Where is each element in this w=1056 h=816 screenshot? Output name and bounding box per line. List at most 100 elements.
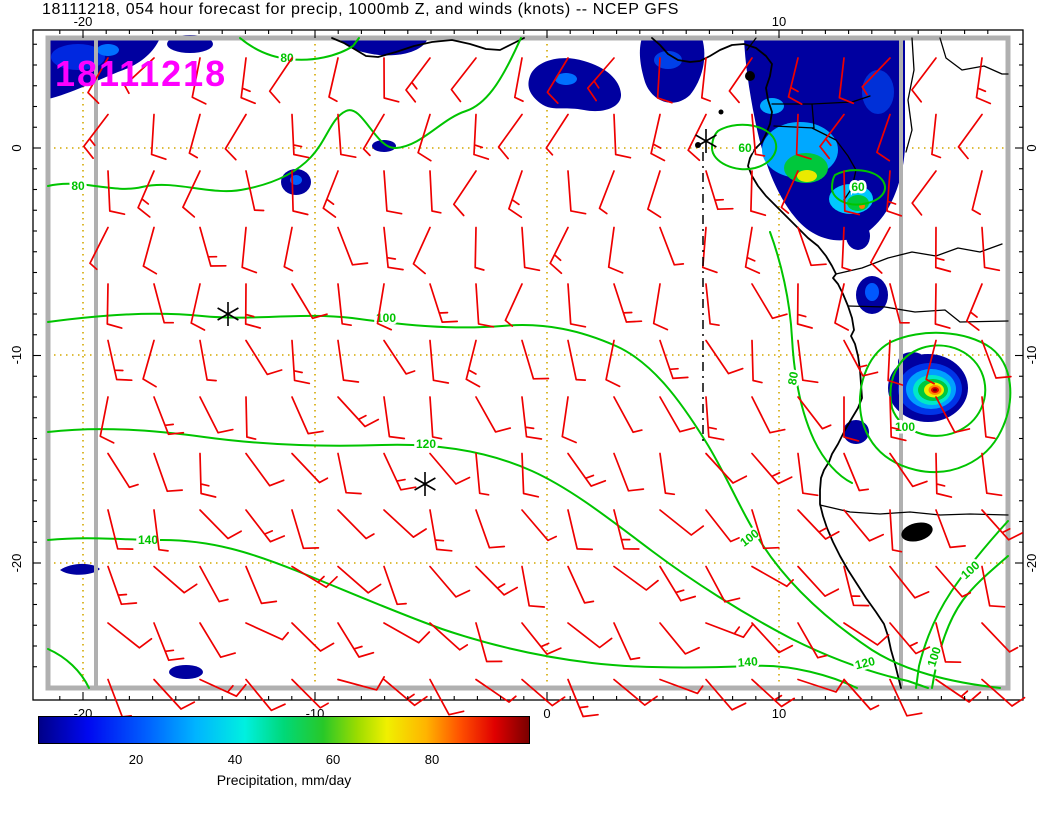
wind-barb <box>751 339 763 384</box>
precip-cell <box>51 44 105 70</box>
coastlines-and-borders <box>331 37 1009 689</box>
wind-barb <box>819 113 845 160</box>
annotation-markers <box>217 129 717 496</box>
wind-barb <box>268 57 293 104</box>
wind-barb <box>751 452 793 485</box>
wind-barb <box>613 678 658 706</box>
precip-cell <box>97 44 119 56</box>
wind-barb <box>931 113 942 159</box>
wind-barb <box>475 509 506 549</box>
wind-barb <box>843 565 870 607</box>
wind-barb <box>567 678 599 718</box>
wind-barb <box>705 678 747 711</box>
wind-barb <box>245 622 289 641</box>
wind-barb <box>750 170 767 217</box>
wind-barb <box>190 283 206 331</box>
wind-barb <box>123 57 155 95</box>
wind-barb <box>567 283 587 328</box>
wind-barb <box>199 678 247 698</box>
wind-barb <box>337 283 352 327</box>
wind-barb <box>337 622 375 658</box>
wind-barb <box>337 113 357 159</box>
wind-barb <box>981 339 1012 379</box>
wind-barb <box>429 283 459 323</box>
wind-barb <box>659 396 696 433</box>
wind-barb <box>751 565 794 588</box>
contour-label: 120 <box>416 437 436 451</box>
wind-barb <box>797 452 819 497</box>
wind-barb <box>797 565 840 597</box>
wind-barb <box>465 339 481 388</box>
contour-80 <box>239 37 360 61</box>
colorbar-tick-label: 80 <box>424 752 440 767</box>
wind-barb <box>567 339 587 381</box>
wind-barb <box>549 226 569 275</box>
wind-barb <box>911 57 937 103</box>
wind-barb <box>513 57 524 103</box>
wind-barb <box>981 396 996 440</box>
wind-barb <box>153 509 169 552</box>
wind-barb <box>475 565 519 596</box>
wind-barb <box>245 678 286 712</box>
wind-barb <box>797 678 846 693</box>
precip-cell <box>169 665 203 679</box>
coastline-central-southern-africa <box>651 37 902 689</box>
wind-barb <box>383 57 400 103</box>
wind-barb <box>429 678 465 716</box>
wind-barb <box>224 113 247 161</box>
wind-barb <box>841 226 852 272</box>
wind-barb <box>886 170 903 217</box>
wind-barb <box>876 113 891 162</box>
wind-barb <box>981 678 1026 707</box>
wind-barb <box>887 339 904 386</box>
precipitation-fields <box>48 35 968 679</box>
border-line <box>746 37 757 51</box>
axis-label: 0 <box>9 144 24 151</box>
wind-barb <box>107 339 133 382</box>
wind-barb <box>521 452 540 498</box>
wind-barb <box>107 170 126 216</box>
wind-barb <box>474 226 485 271</box>
wind-barb <box>797 622 828 659</box>
precip-cell <box>797 170 817 182</box>
precip-cell <box>862 70 894 114</box>
wind-barb <box>659 452 676 496</box>
wind-barb <box>521 339 550 380</box>
contour-80 <box>47 37 522 193</box>
wind-barb <box>705 396 725 441</box>
contour-140 <box>47 648 90 689</box>
wind-barb <box>199 509 242 540</box>
wind-barb <box>659 622 700 655</box>
wind-barb <box>701 226 718 274</box>
wind-barb <box>475 283 495 328</box>
colorbar-tick-label: 20 <box>128 752 144 767</box>
wind-barb <box>107 565 138 606</box>
wind-barb <box>107 452 139 489</box>
wind-barb <box>613 565 659 591</box>
wind-barb <box>473 113 490 160</box>
wind-barb <box>245 565 278 605</box>
wind-barb <box>107 678 133 718</box>
wind-barb <box>797 339 819 384</box>
wind-barb <box>142 226 158 275</box>
wind-barb <box>751 113 766 157</box>
wind-barb <box>843 622 890 646</box>
wind-barb <box>291 283 328 320</box>
plot-frame <box>32 29 1024 701</box>
wind-barb <box>107 622 153 649</box>
wind-barb <box>497 113 523 160</box>
border-line <box>905 37 915 153</box>
colorbar-gradient <box>38 716 530 744</box>
wind-barb <box>652 283 669 331</box>
wind-barb <box>521 226 541 272</box>
wind-barb <box>82 113 109 160</box>
wind-barb <box>751 622 794 654</box>
wind-barb <box>705 565 741 603</box>
wind-barb <box>567 565 595 604</box>
contour-100 <box>47 312 1001 689</box>
wind-barb <box>889 396 907 442</box>
wind-barb <box>153 565 198 594</box>
contour-label: 140 <box>737 654 758 669</box>
wind-barb <box>383 396 406 440</box>
